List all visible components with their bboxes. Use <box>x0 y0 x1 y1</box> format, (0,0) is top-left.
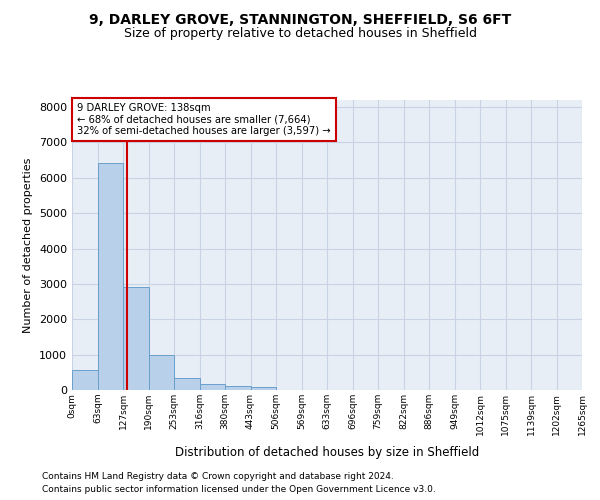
Text: Distribution of detached houses by size in Sheffield: Distribution of detached houses by size … <box>175 446 479 459</box>
Text: Contains HM Land Registry data © Crown copyright and database right 2024.: Contains HM Land Registry data © Crown c… <box>42 472 394 481</box>
Text: 9, DARLEY GROVE, STANNINGTON, SHEFFIELD, S6 6FT: 9, DARLEY GROVE, STANNINGTON, SHEFFIELD,… <box>89 12 511 26</box>
Y-axis label: Number of detached properties: Number of detached properties <box>23 158 34 332</box>
Text: Size of property relative to detached houses in Sheffield: Size of property relative to detached ho… <box>124 28 476 40</box>
Bar <box>72 370 97 390</box>
Bar <box>251 387 276 390</box>
Bar <box>199 384 225 390</box>
Bar <box>97 163 123 390</box>
Bar <box>225 386 251 390</box>
Bar <box>174 378 199 390</box>
Bar <box>123 286 149 390</box>
Text: 9 DARLEY GROVE: 138sqm
← 68% of detached houses are smaller (7,664)
32% of semi-: 9 DARLEY GROVE: 138sqm ← 68% of detached… <box>77 103 331 136</box>
Bar <box>149 355 174 390</box>
Text: Contains public sector information licensed under the Open Government Licence v3: Contains public sector information licen… <box>42 485 436 494</box>
